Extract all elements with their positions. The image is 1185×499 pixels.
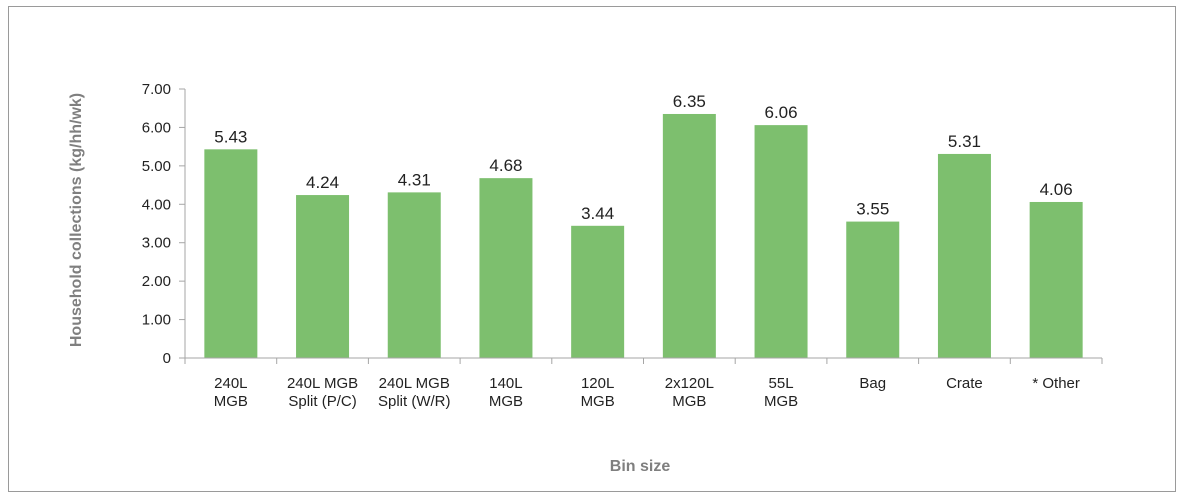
bar-value-label: 4.68 [489,156,522,175]
x-category-label: 140L MGB [489,375,523,410]
y-tick-label: 1.00 [142,312,171,329]
y-tick-label: 3.00 [142,235,171,252]
bar-value-label: 5.31 [948,132,981,151]
bar [479,178,533,358]
bar [296,195,350,358]
x-category-label: 55L MGB [764,375,798,410]
bar-value-label: 4.24 [306,173,339,192]
y-tick-label: 0 [163,350,171,367]
x-category-label: 120L MGB [581,375,615,410]
bar-value-label: 4.06 [1040,180,1073,199]
bar-value-label: 3.55 [856,200,889,219]
x-category-label: 240L MGB Split (W/R) [378,375,451,410]
y-tick-label: 5.00 [142,158,171,175]
y-tick-label: 4.00 [142,196,171,213]
bar [846,221,900,358]
x-category-label: 240L MGB Split (P/C) [287,375,358,410]
bar-value-label: 6.35 [673,92,706,111]
bar-value-label: 4.31 [398,170,431,189]
bar [662,113,716,358]
x-category-label: * Other [1032,375,1080,392]
bar-value-label: 5.43 [214,127,247,146]
x-axis-title: Bin size [610,458,671,475]
x-category-label: 2x120L MGB [665,375,714,410]
y-tick-label: 2.00 [142,273,171,290]
bar [1029,201,1083,358]
bar [387,192,441,358]
x-category-label: 240L MGB [214,375,248,410]
bar [571,225,625,358]
bar [204,149,258,358]
y-axis-title: Household collections (kg/hh/wk) [68,93,85,347]
x-category-label: Crate [946,375,983,392]
bar-value-label: 3.44 [581,204,614,223]
bar [754,125,808,358]
y-tick-label: 6.00 [142,119,171,136]
y-tick-label: 7.00 [142,81,171,98]
bar-value-label: 6.06 [765,103,798,122]
bar [937,153,991,358]
x-category-label: Bag [859,375,886,392]
